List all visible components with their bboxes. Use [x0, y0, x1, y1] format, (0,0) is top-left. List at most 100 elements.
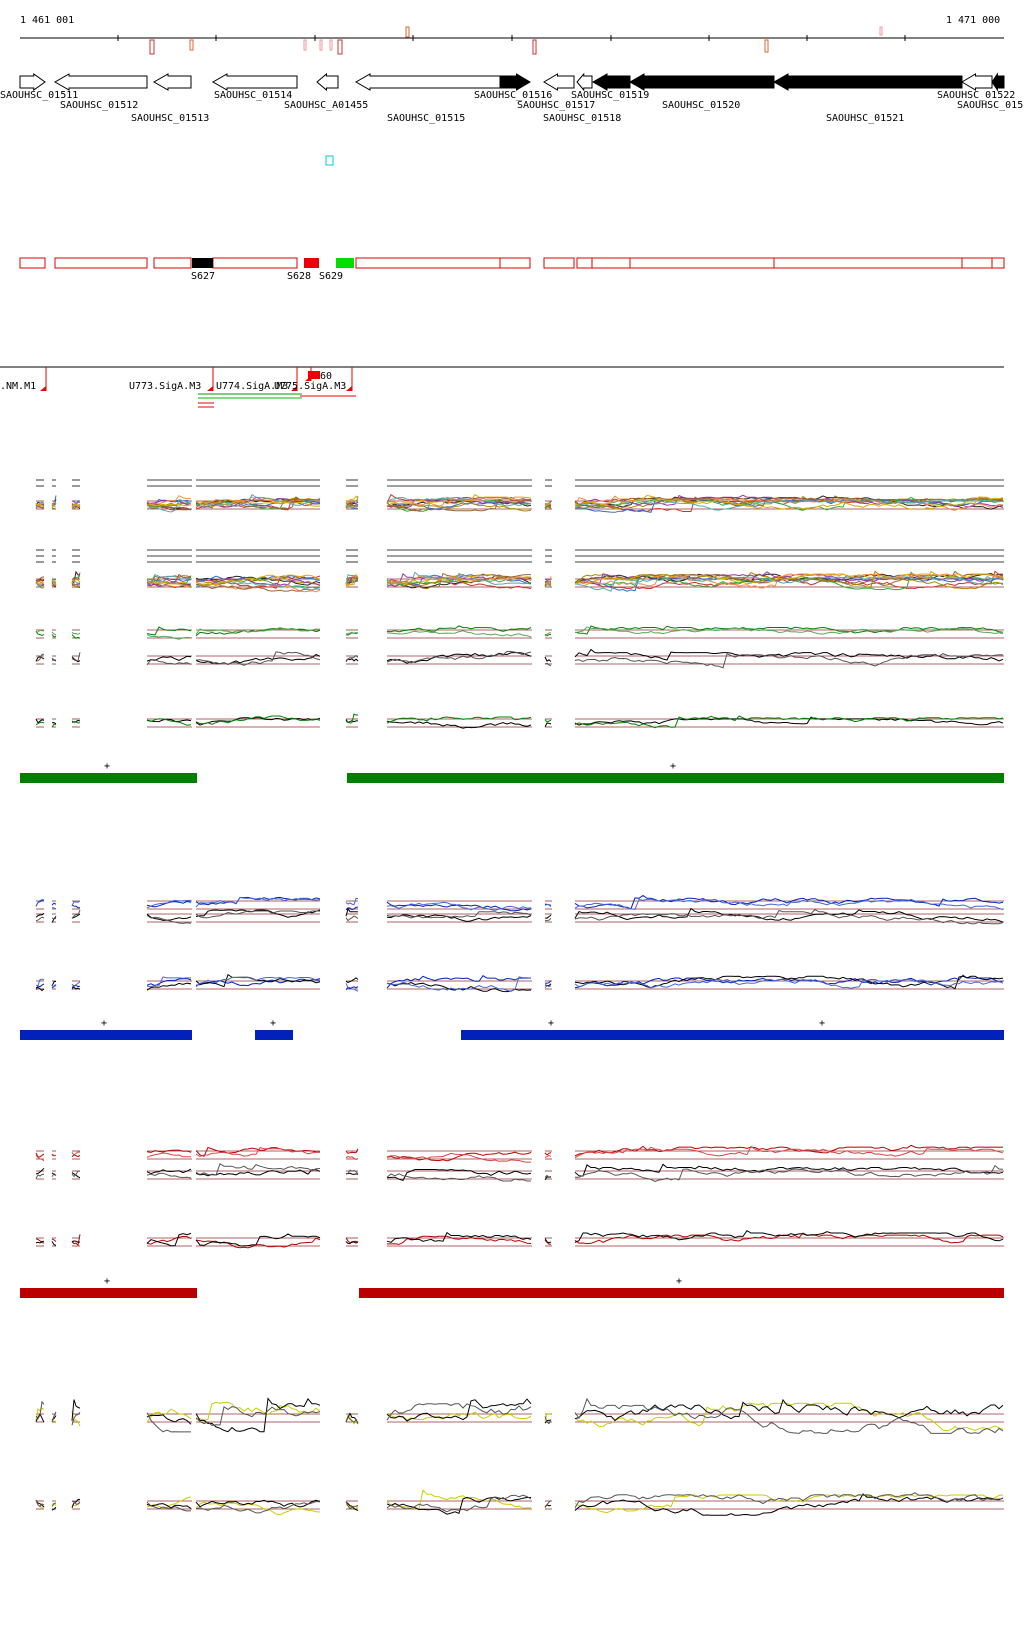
segment-box	[591, 257, 631, 269]
expression-trace	[71, 1240, 81, 1243]
expression-trace	[345, 983, 359, 992]
expression-trace	[195, 500, 321, 508]
segment-track: S627 S628 S629	[19, 257, 1005, 282]
expression-trace	[544, 581, 552, 585]
expression-trace	[544, 980, 552, 984]
expression-trace	[146, 498, 192, 513]
expression-trace	[386, 911, 532, 919]
expression-trace	[386, 1496, 531, 1515]
expression-trace	[345, 1155, 359, 1160]
expression-trace	[35, 1167, 45, 1175]
feature-mark	[149, 39, 155, 55]
expression-trace	[35, 653, 45, 662]
gene-arrow	[961, 73, 993, 91]
expression-trace	[146, 1503, 192, 1509]
condition-bar-group: + +	[20, 761, 1004, 783]
expression-trace	[195, 583, 321, 592]
expression-trace	[345, 632, 359, 636]
expression-trace	[345, 495, 359, 509]
expression-trace	[345, 915, 359, 922]
condition-bar-group: + +	[20, 1276, 1004, 1298]
condition-bar	[359, 1288, 1004, 1298]
expression-trace	[71, 1500, 81, 1505]
expression-trace	[71, 981, 81, 988]
expression-trace	[574, 1163, 1004, 1177]
expression-trace	[574, 1493, 1004, 1516]
expression-trace	[544, 1239, 552, 1245]
gene-arrow	[591, 73, 631, 91]
expression-trace	[51, 980, 57, 987]
segment-box	[54, 257, 148, 269]
segment-box	[961, 257, 993, 269]
expression-trace	[544, 1500, 552, 1508]
expression-trace	[345, 977, 359, 984]
promoter-flag-icon	[346, 386, 352, 391]
ruler-ticks	[117, 35, 906, 41]
cyan-marker-icon	[325, 155, 334, 166]
panel-blue-condition	[35, 894, 1004, 993]
expression-trace	[574, 1144, 1004, 1157]
segment-label: S628	[287, 271, 311, 282]
expression-trace	[345, 631, 359, 636]
expression-trace	[544, 656, 552, 662]
expression-trace	[71, 1498, 81, 1508]
expression-trace	[71, 572, 81, 583]
expression-trace	[195, 580, 321, 591]
expression-trace	[146, 655, 192, 662]
expression-trace	[51, 579, 57, 586]
expression-trace	[574, 907, 1004, 923]
expression-trace	[544, 505, 552, 510]
expression-trace	[51, 917, 57, 920]
gene-label: SAOUHSC_01511	[0, 90, 78, 101]
expression-trace	[195, 1233, 321, 1247]
expression-trace	[71, 720, 81, 724]
expression-trace	[35, 1499, 45, 1508]
expression-trace	[386, 981, 532, 993]
expression-trace	[574, 573, 1004, 589]
expression-trace	[345, 1501, 359, 1510]
gene-arrow	[576, 72, 593, 92]
gene-label: SAOUHSC_01513	[131, 113, 209, 124]
expression-trace	[35, 1407, 45, 1422]
expression-trace	[544, 1413, 552, 1421]
expression-trace	[574, 625, 1004, 635]
expression-trace	[51, 578, 57, 581]
expression-trace	[195, 978, 321, 987]
gene-arrow	[354, 73, 501, 91]
expression-trace	[51, 907, 57, 910]
expression-trace	[386, 1403, 532, 1421]
gene-arrow	[628, 73, 775, 91]
feature-mark	[532, 39, 537, 55]
expression-trace	[386, 498, 532, 512]
expression-trace	[386, 1152, 532, 1163]
expression-trace	[574, 894, 1004, 910]
expression-trace	[51, 507, 57, 510]
expression-trace	[386, 652, 532, 664]
strand-mark: +	[548, 1018, 554, 1029]
expression-trace	[146, 1172, 192, 1179]
gene-arrow	[316, 72, 339, 92]
feature-mark	[319, 39, 323, 51]
expression-trace	[195, 976, 320, 988]
expression-trace	[387, 1235, 532, 1245]
expression-trace	[544, 632, 552, 637]
gene-label: SAOUHSC_A01455	[284, 100, 368, 111]
expression-trace	[51, 1241, 57, 1246]
expression-trace	[71, 1151, 81, 1156]
expression-trace	[386, 1168, 532, 1181]
expression-trace	[574, 716, 1004, 726]
feature-mark	[303, 39, 307, 51]
gene-arrow	[19, 73, 46, 91]
expression-trace	[345, 1415, 359, 1424]
expression-trace	[71, 579, 81, 583]
expression-trace	[51, 902, 57, 906]
expression-trace	[35, 582, 45, 589]
expression-trace	[146, 1501, 192, 1512]
promoter-label: U774.SigA.M3	[216, 381, 288, 392]
segment-box	[355, 257, 501, 269]
expression-trace	[574, 497, 1004, 511]
expression-trace	[35, 630, 45, 636]
expression-trace	[544, 1238, 552, 1244]
expression-trace	[195, 1499, 321, 1508]
